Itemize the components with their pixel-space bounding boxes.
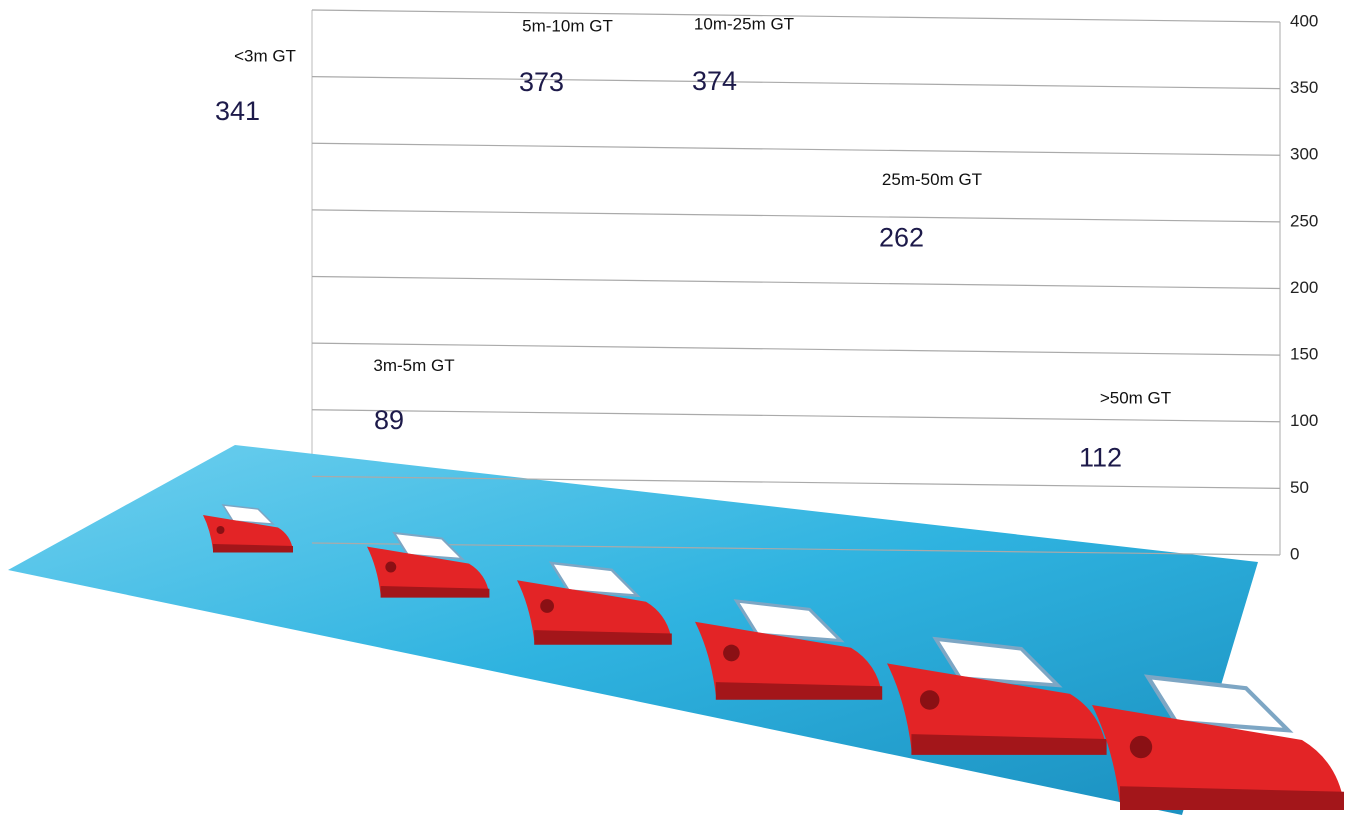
value-label: 373: [519, 67, 564, 97]
ship-part: [540, 599, 554, 613]
ship-part: [213, 544, 293, 553]
category-label: 5m-10m GT: [522, 17, 613, 36]
ship-part: [932, 636, 1063, 688]
y-tick-label: 200: [1290, 278, 1318, 297]
ship-part: [392, 531, 465, 561]
ship-part: [733, 599, 845, 643]
ship-part: [367, 546, 490, 595]
ship-part: [1092, 705, 1344, 803]
ship-part: [216, 526, 225, 534]
value-label: 112: [1079, 442, 1122, 472]
y-tick-label: 50: [1290, 478, 1309, 497]
ship-part: [887, 663, 1107, 749]
ship-part: [1129, 735, 1153, 759]
ship-icon: [1092, 674, 1344, 810]
y-tick-label: 100: [1290, 411, 1318, 430]
category-label: 10m-25m GT: [694, 14, 794, 33]
ship-part: [1143, 674, 1294, 733]
ship-icon: [887, 636, 1107, 755]
ship-part: [911, 734, 1107, 755]
ship-part: [723, 644, 740, 662]
ship-part: [380, 586, 490, 598]
value-label: 89: [374, 405, 404, 435]
ship-part: [203, 515, 293, 550]
ship-part: [1120, 786, 1344, 810]
value-label: 374: [692, 66, 737, 96]
grid-line: [311, 542, 1281, 556]
grid-line: [311, 142, 1281, 156]
ship-icon: [367, 531, 490, 598]
ship-part: [385, 561, 397, 573]
ship-part: [221, 504, 275, 525]
ship-part: [695, 621, 883, 695]
category-label: 3m-5m GT: [373, 356, 454, 375]
ship-part: [534, 630, 672, 645]
value-label: 341: [215, 96, 260, 126]
y-tick-label: 150: [1290, 345, 1318, 364]
y-tick-label: 350: [1290, 78, 1318, 97]
y-tick-label: 250: [1290, 211, 1318, 230]
ship-icon: [517, 561, 672, 645]
grid-line: [311, 475, 1281, 489]
grid-line: [311, 275, 1281, 290]
ship-part: [517, 580, 672, 641]
ship-part: [548, 561, 641, 598]
ship-part: [919, 690, 940, 710]
category-label: 25m-50m GT: [882, 170, 982, 189]
grid-line: [311, 209, 1281, 223]
category-label: <3m GT: [234, 47, 296, 66]
ship-part: [715, 682, 883, 700]
value-label: 262: [879, 222, 924, 252]
y-tick-label: 400: [1290, 11, 1318, 30]
ship-icon: [695, 599, 883, 700]
y-tick-label: 0: [1290, 544, 1299, 563]
grid-line: [311, 9, 1281, 23]
grid-line: [311, 342, 1281, 356]
grid-line: [311, 76, 1281, 90]
ship-icon: [203, 504, 293, 553]
grid-line: [311, 409, 1281, 423]
y-tick-label: 300: [1290, 145, 1318, 164]
category-label: >50m GT: [1100, 389, 1171, 408]
